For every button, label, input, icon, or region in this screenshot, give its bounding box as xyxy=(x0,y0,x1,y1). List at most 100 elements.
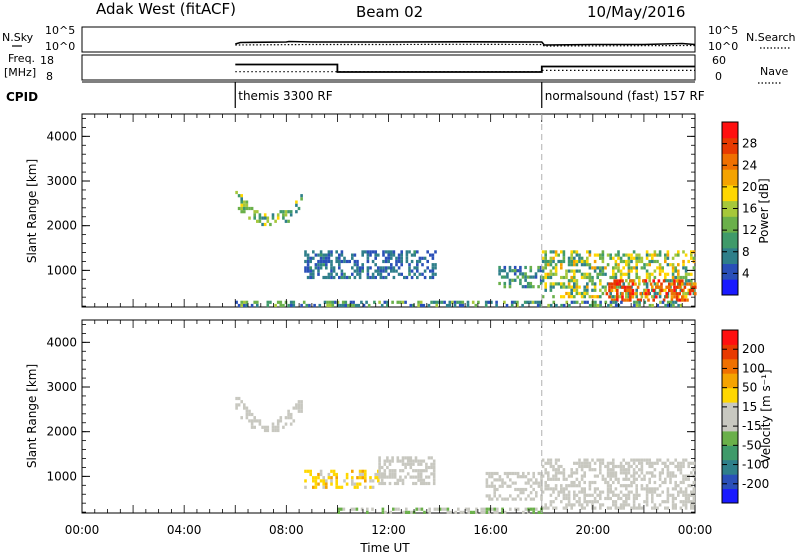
heatmap-cell xyxy=(599,458,602,462)
heatmap-cell xyxy=(529,507,533,511)
heatmap-cell xyxy=(390,256,393,260)
heatmap-cell xyxy=(578,291,581,296)
heatmap-cell xyxy=(604,288,607,292)
heatmap-cell xyxy=(627,263,631,267)
heatmap-cell xyxy=(409,462,413,466)
heatmap-cell xyxy=(552,464,555,469)
heatmap-cell xyxy=(544,250,547,254)
heatmap-cell xyxy=(519,269,522,273)
heatmap-cell xyxy=(690,506,693,510)
heatmap-cell xyxy=(300,197,303,201)
heatmap-cell xyxy=(679,468,683,472)
heatmap-cell xyxy=(552,256,555,260)
heatmap-cell xyxy=(658,295,662,299)
heatmap-cell xyxy=(554,484,558,488)
heatmap-cell xyxy=(493,487,496,492)
heatmap-cell xyxy=(645,496,649,501)
heatmap-cell xyxy=(235,406,238,410)
heatmap-cell xyxy=(527,494,530,498)
heatmap-cell xyxy=(669,263,672,267)
heatmap-cell xyxy=(304,250,307,254)
heatmap-cell xyxy=(622,471,625,475)
velocity-cbar-swatch xyxy=(722,488,738,504)
heatmap-cell xyxy=(645,285,649,289)
heatmap-cell xyxy=(392,250,396,254)
heatmap-cell xyxy=(596,487,599,491)
heatmap-cell xyxy=(405,510,408,514)
heatmap-cell xyxy=(627,464,631,469)
heatmap-cell xyxy=(578,464,581,469)
heatmap-cell xyxy=(431,269,435,273)
heatmap-cell xyxy=(432,478,436,482)
heatmap-cell xyxy=(640,484,644,488)
heatmap-cell xyxy=(416,266,419,270)
heatmap-cell xyxy=(511,278,514,282)
heatmap-cell xyxy=(282,425,285,429)
heatmap-cell xyxy=(668,282,671,286)
heatmap-cell xyxy=(422,459,426,463)
heatmap-cell xyxy=(549,461,553,465)
heatmap-cell xyxy=(573,282,576,286)
heatmap-cell xyxy=(573,259,576,264)
heatmap-cell xyxy=(526,275,530,279)
heatmap-cell xyxy=(570,288,573,292)
heatmap-cell xyxy=(501,497,504,501)
heatmap-cell xyxy=(570,295,573,299)
heatmap-cell xyxy=(666,458,670,462)
heatmap-cell xyxy=(635,256,638,260)
heatmap-cell xyxy=(557,468,560,472)
heatmap-cell xyxy=(356,263,359,267)
heatmap-cell xyxy=(287,412,290,417)
heatmap-cell xyxy=(639,292,642,296)
heatmap-cell xyxy=(625,253,628,257)
heatmap-cell xyxy=(586,288,589,292)
heatmap-cell xyxy=(599,279,602,283)
heatmap-cell xyxy=(524,275,527,279)
heatmap-cell xyxy=(635,288,638,292)
heatmap-cell xyxy=(586,461,589,465)
heatmap-cell xyxy=(612,474,615,478)
heatmap-cell xyxy=(586,250,589,254)
heatmap-cell xyxy=(317,476,320,480)
heatmap-cell xyxy=(393,475,397,479)
heatmap-cell xyxy=(570,253,573,257)
heatmap-cell xyxy=(263,216,267,220)
heatmap-cell xyxy=(666,300,670,304)
heatmap-cell xyxy=(541,266,545,270)
heatmap-cell xyxy=(653,250,657,254)
heatmap-cell xyxy=(276,425,280,429)
heatmap-cell xyxy=(671,471,675,475)
heatmap-cell xyxy=(503,275,507,279)
heatmap-cell xyxy=(681,282,684,286)
heatmap-cell xyxy=(349,300,353,304)
power-cbar-swatch xyxy=(722,169,738,186)
heatmap-cell xyxy=(652,298,655,302)
heatmap-cell xyxy=(591,458,594,462)
heatmap-cell xyxy=(606,282,610,286)
noise-panel-frame xyxy=(81,26,696,53)
heatmap-cell xyxy=(682,250,685,254)
heatmap-cell xyxy=(666,256,670,260)
heatmap-cell xyxy=(396,481,400,486)
heatmap-cell xyxy=(445,303,449,308)
heatmap-cell xyxy=(540,475,543,479)
heatmap-cell xyxy=(423,269,427,273)
heatmap-cell xyxy=(633,303,636,308)
heatmap-cell xyxy=(573,285,576,289)
heatmap-cell xyxy=(607,303,610,308)
heatmap-cell xyxy=(390,266,393,270)
heatmap-cell xyxy=(378,475,381,479)
heatmap-cell xyxy=(510,300,514,304)
heatmap-cell xyxy=(677,250,680,254)
heatmap-cell xyxy=(567,503,571,507)
heatmap-cell xyxy=(547,303,550,308)
heatmap-cell xyxy=(555,303,558,308)
heatmap-cell xyxy=(557,282,560,286)
heatmap-cell xyxy=(640,266,644,270)
heatmap-cell xyxy=(317,482,320,486)
heatmap-cell xyxy=(661,468,664,472)
velocity-cbar-swatch xyxy=(722,474,738,490)
heatmap-cell xyxy=(461,303,465,308)
heatmap-cell xyxy=(599,295,602,299)
heatmap-cell xyxy=(625,487,628,491)
